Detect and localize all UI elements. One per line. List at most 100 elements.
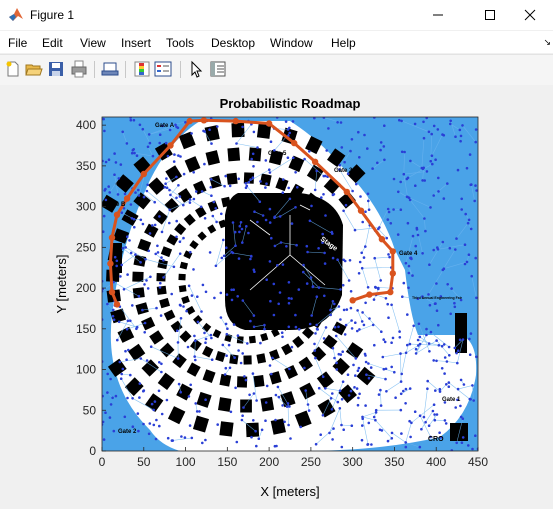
roadmap-node (382, 356, 385, 359)
roadmap-node (460, 135, 463, 138)
print-preview-icon[interactable] (101, 60, 119, 78)
roadmap-node (358, 328, 361, 331)
roadmap-node (129, 320, 132, 323)
roadmap-node (288, 302, 291, 305)
menu-insert[interactable]: Insert (121, 36, 151, 50)
roadmap-node (378, 393, 381, 396)
maximize-icon (484, 9, 496, 21)
roadmap-node (387, 440, 390, 443)
minimize-button[interactable] (415, 0, 461, 30)
save-icon[interactable] (47, 60, 65, 78)
roadmap-node (245, 225, 248, 228)
roadmap-node (273, 216, 276, 219)
property-inspector-icon[interactable] (209, 60, 227, 78)
roadmap-node (143, 283, 146, 286)
menu-dock-arrow-icon[interactable]: ↘ (543, 37, 551, 48)
roadmap-node (247, 232, 250, 235)
menu-window[interactable]: Window (270, 36, 313, 50)
roadmap-node (385, 237, 388, 240)
roadmap-node (136, 154, 139, 157)
roadmap-node (204, 398, 207, 401)
roadmap-node (237, 334, 240, 337)
roadmap-node (180, 435, 183, 438)
open-file-icon[interactable] (25, 60, 43, 78)
minimize-icon (432, 9, 444, 21)
roadmap-node (400, 432, 403, 435)
roadmap-node (466, 167, 469, 170)
roadmap-node (474, 141, 477, 144)
roadmap-node (197, 321, 200, 324)
roadmap-node (421, 252, 424, 255)
roadmap-node (358, 367, 361, 370)
roadmap-node (155, 307, 158, 310)
roadmap-node (437, 190, 440, 193)
roadmap-node (103, 438, 106, 441)
roadmap-node (436, 413, 439, 416)
roadmap-node (424, 230, 427, 233)
roadmap-node (149, 232, 152, 235)
roadmap-node (457, 169, 460, 172)
roadmap-node (119, 275, 122, 278)
menu-desktop[interactable]: Desktop (211, 36, 255, 50)
roadmap-node (475, 356, 478, 359)
roadmap-node (281, 336, 284, 339)
roadmap-node (341, 146, 344, 149)
roadmap-node (226, 327, 229, 330)
roadmap-node (104, 411, 107, 414)
axes[interactable]: Gate A Gate B Gate 3 Gate 4 Gate 5 Gate … (76, 116, 488, 469)
roadmap-node (306, 245, 309, 248)
roadmap-node (288, 281, 291, 284)
roadmap-node (438, 431, 441, 434)
roadmap-node (265, 159, 268, 162)
roadmap-node (385, 368, 388, 371)
roadmap-node (303, 158, 306, 161)
edit-plot-icon[interactable] (187, 60, 205, 78)
roadmap-node (210, 178, 213, 181)
roadmap-node (201, 190, 204, 193)
roadmap-node (158, 142, 161, 145)
print-icon[interactable] (70, 60, 88, 78)
roadmap-node (112, 309, 115, 312)
roadmap-node (237, 349, 240, 352)
roadmap-node (309, 323, 312, 326)
roadmap-node (448, 385, 451, 388)
roadmap-node (149, 276, 152, 279)
seating-block (229, 354, 238, 364)
roadmap-node (285, 120, 288, 123)
seating-block (133, 255, 146, 267)
roadmap-node (253, 326, 256, 329)
roadmap-node (397, 191, 400, 194)
roadmap-node (220, 213, 223, 216)
roadmap-node (468, 219, 471, 222)
roadmap-node (340, 121, 343, 124)
menu-help[interactable]: Help (331, 36, 356, 50)
menu-edit[interactable]: Edit (42, 36, 63, 50)
figure-toolbar (0, 54, 553, 86)
roadmap-node (365, 361, 368, 364)
roadmap-node (145, 279, 148, 282)
legend-icon[interactable] (154, 60, 172, 78)
roadmap-node (142, 223, 145, 226)
menu-tools[interactable]: Tools (166, 36, 194, 50)
roadmap-node (146, 359, 149, 362)
roadmap-node (375, 411, 378, 414)
roadmap-node (223, 185, 226, 188)
roadmap-node (225, 354, 228, 357)
roadmap-node (178, 383, 181, 386)
roadmap-node (179, 240, 182, 243)
roadmap-node (176, 329, 179, 332)
colorbar-icon[interactable] (133, 60, 151, 78)
roadmap-node (449, 123, 452, 126)
roadmap-node (177, 357, 180, 360)
menu-view[interactable]: View (80, 36, 106, 50)
menu-file[interactable]: File (8, 36, 27, 50)
roadmap-node (459, 405, 462, 408)
new-figure-icon[interactable] (4, 60, 22, 78)
roadmap-node (332, 257, 335, 260)
figure-canvas[interactable]: Probabilistic Roadmap (0, 85, 553, 504)
gate-a-label: Gate A (155, 123, 175, 129)
close-button[interactable] (507, 0, 553, 30)
roadmap-node (276, 264, 279, 267)
roadmap-node (454, 248, 457, 251)
toolbar-separator (125, 61, 126, 78)
